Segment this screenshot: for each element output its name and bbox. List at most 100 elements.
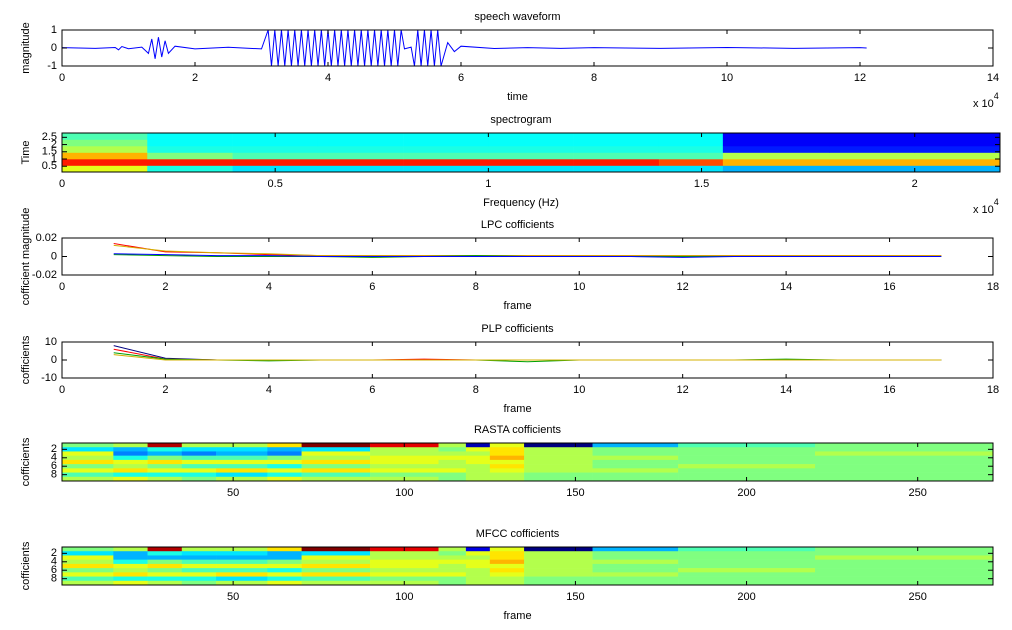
heat-cell [490,555,525,560]
y-tick-label: -0.02 [32,269,57,281]
heat-cell [370,555,439,560]
x-tick-label: 2 [912,178,918,190]
x-tick-label: 150 [566,487,584,499]
y-axis-label: cofficients [20,437,32,486]
heat-cell [302,443,371,448]
heat-cell [62,133,148,140]
heat-cell [148,568,183,573]
x-tick-label: 4 [325,72,331,84]
heat-cell [490,547,525,552]
heat-cell [524,451,593,456]
heat-cell [439,555,467,560]
heat-cell [723,159,830,166]
heat-cell [723,153,830,160]
heat-cell [113,464,148,469]
heat-cell [466,555,490,560]
x-tick-label: 0 [59,384,65,396]
heat-cell [593,555,679,560]
heat-cell [723,146,830,153]
x-tick-label: 0 [59,178,65,190]
heat-cell [829,166,915,173]
x-tick-label: 8 [473,384,479,396]
heat-cell [182,560,217,565]
heat-cell [62,551,114,556]
heat-cell [439,464,467,469]
x-axis-label: frame [503,403,531,415]
x-tick-label: 14 [780,384,792,396]
heat-cell [678,473,815,478]
heat-cell [490,473,525,478]
heat-cell [148,577,183,582]
x-tick-label: 50 [227,591,239,603]
heat-cell [815,547,993,552]
heat-cell [113,473,148,478]
heat-cell [678,564,815,569]
x-exponent-power: 4 [994,91,999,101]
data-layer [62,443,993,481]
heat-cell [302,460,371,465]
heat-cell [593,447,679,452]
heat-cell [147,146,233,153]
heat-cell [466,468,490,473]
heat-cell [182,447,217,452]
heat-cell [62,555,114,560]
heat-cell [593,551,679,556]
subplot: 024681012141618-0.0200.02LPC cofficients… [20,208,999,312]
heat-cell [524,473,593,478]
x-tick-label: 100 [395,487,413,499]
heat-cell [466,564,490,569]
heat-cell [439,447,467,452]
x-tick-label: 250 [909,591,927,603]
x-tick-label: 18 [987,281,999,293]
heat-cell [439,460,467,465]
y-tick-label: 0.02 [36,232,57,244]
heat-cell [490,564,525,569]
x-tick-label: 16 [883,281,895,293]
x-tick-label: 12 [677,281,689,293]
heat-cell [267,577,302,582]
heat-cell [318,153,404,160]
heat-cell [490,460,525,465]
heat-cell [318,133,404,140]
heat-cell [148,451,183,456]
heat-cell [593,572,679,577]
heat-cell [370,460,439,465]
heat-cell [148,460,183,465]
heat-cell [439,564,467,569]
heat-cell [678,572,815,577]
heat-cell [216,568,268,573]
heat-cell [815,564,993,569]
heat-cell [593,464,679,469]
heat-cell [216,473,268,478]
heat-cell [370,451,439,456]
heat-cell [490,468,525,473]
heat-cell [659,166,723,173]
heat-cell [370,568,439,573]
heat-cell [439,547,467,552]
heat-cell [302,564,371,569]
heat-cell [62,560,114,565]
heat-cell [302,547,371,552]
heat-cell [659,153,723,160]
heat-cell [915,140,1001,147]
heat-cell [524,577,593,582]
heat-cell [439,551,467,556]
heat-cell [216,447,268,452]
heat-cell [182,568,217,573]
heat-cell [574,153,660,160]
heat-cell [148,555,183,560]
x-exponent-base: x 10 [973,98,994,110]
heat-cell [216,451,268,456]
heat-cell [829,159,915,166]
heat-cell [62,464,114,469]
heat-cell [524,572,593,577]
x-tick-label: 14 [780,281,792,293]
heat-cell [182,456,217,461]
heat-cell [466,464,490,469]
heat-cell [302,555,371,560]
heat-cell [815,443,993,448]
heat-cell [233,159,319,166]
heat-cell [574,133,660,140]
heat-cell [439,577,467,582]
heat-cell [524,464,593,469]
